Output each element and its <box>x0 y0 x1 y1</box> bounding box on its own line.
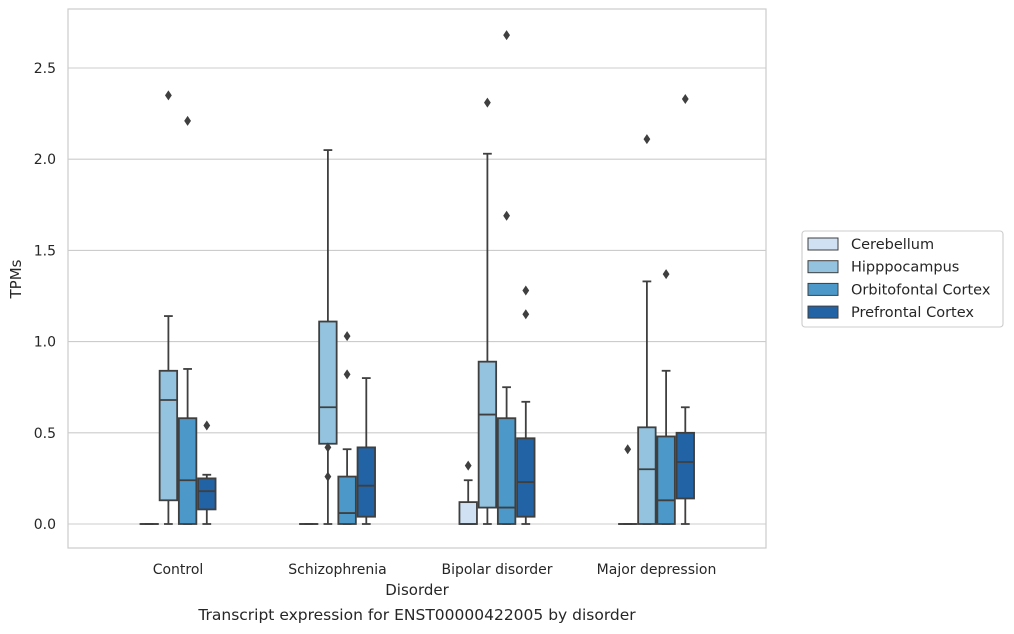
y-tick-label: 1.5 <box>34 243 56 259</box>
outlier-point <box>343 331 351 342</box>
legend-swatch <box>807 260 839 274</box>
outlier-point <box>324 471 332 482</box>
outlier-point <box>343 369 351 380</box>
box-body <box>197 477 217 511</box>
legend-label: Orbitofontal Cortex <box>851 282 991 298</box>
outlier-point <box>503 210 510 221</box>
outlier-point <box>165 90 172 101</box>
box-orbitofontal-cortex <box>496 30 517 525</box>
x-tick-label: Control <box>153 562 204 578</box>
box-orbitofontal-cortex <box>337 331 357 525</box>
y-tick-label: 2.0 <box>34 152 56 168</box>
x-tick-labels: Control Schizophrenia Bipolar disorder Majo… <box>153 562 717 578</box>
plot-area-frame <box>67 8 767 549</box>
legend-swatch <box>807 282 839 296</box>
box-body <box>656 435 676 525</box>
y-tick-label: 0.5 <box>34 426 56 442</box>
x-axis-label: Disorder <box>385 581 449 599</box>
box-hipppocampus <box>158 90 179 525</box>
legend-swatch <box>807 305 839 319</box>
box-prefrontal-cortex <box>516 285 536 525</box>
outlier-point <box>681 94 689 105</box>
box-body <box>318 320 338 445</box>
y-tick-label: 2.5 <box>34 61 56 77</box>
box-cerebellum <box>618 444 638 525</box>
box-hipppocampus <box>637 134 657 525</box>
box-series <box>139 30 695 525</box>
box-body <box>477 360 498 509</box>
box-hipppocampus <box>477 97 498 525</box>
x-tick-label: Bipolar disorder <box>441 562 552 578</box>
box-prefrontal-cortex <box>197 420 217 525</box>
legend: Cerebellum Hipppocampus Orbitofontal Corte… <box>801 230 1004 328</box>
box-orbitofontal-cortex <box>177 115 198 525</box>
outlier-point <box>203 420 211 431</box>
box-body <box>496 417 517 525</box>
outlier-point <box>643 134 651 145</box>
legend-label: Cerebellum <box>851 237 934 253</box>
outlier-point <box>503 30 510 41</box>
box-prefrontal-cortex <box>356 377 376 525</box>
box-body <box>177 417 198 525</box>
legend-label: Prefrontal Cortex <box>851 305 974 321</box>
box-body <box>356 446 376 518</box>
legend-frame <box>801 230 1004 328</box>
outlier-point <box>464 460 472 471</box>
outlier-point <box>184 115 191 126</box>
y-tick-label: 1.0 <box>34 335 56 351</box>
box-cerebellum <box>458 460 478 525</box>
outlier-point <box>522 285 530 296</box>
box-orbitofontal-cortex <box>656 269 676 525</box>
legend-swatch <box>807 237 839 251</box>
outlier-point <box>662 269 670 280</box>
x-tick-label: Schizophrenia <box>288 562 386 578</box>
outlier-point <box>624 444 632 455</box>
box-body <box>637 426 657 525</box>
x-tick-label: Major depression <box>597 562 717 578</box>
outlier-point <box>484 97 491 108</box>
box-body <box>516 437 536 518</box>
y-tick-labels: 0.0 0.5 1.0 1.5 2.0 2.5 <box>34 61 56 533</box>
figure-caption: Transcript expression for ENST0000042200… <box>198 606 636 624</box>
outlier-point <box>324 442 332 453</box>
y-tick-label: 0.0 <box>34 517 56 533</box>
box-body <box>337 475 357 525</box>
box-body <box>675 431 695 500</box>
box-hipppocampus <box>318 149 338 525</box>
legend-label: Hipppocampus <box>851 260 959 276</box>
box-body <box>158 369 179 502</box>
box-body <box>458 501 478 525</box>
outlier-point <box>522 309 530 320</box>
box-prefrontal-cortex <box>675 94 695 525</box>
y-axis-label: TPMs <box>7 259 25 299</box>
